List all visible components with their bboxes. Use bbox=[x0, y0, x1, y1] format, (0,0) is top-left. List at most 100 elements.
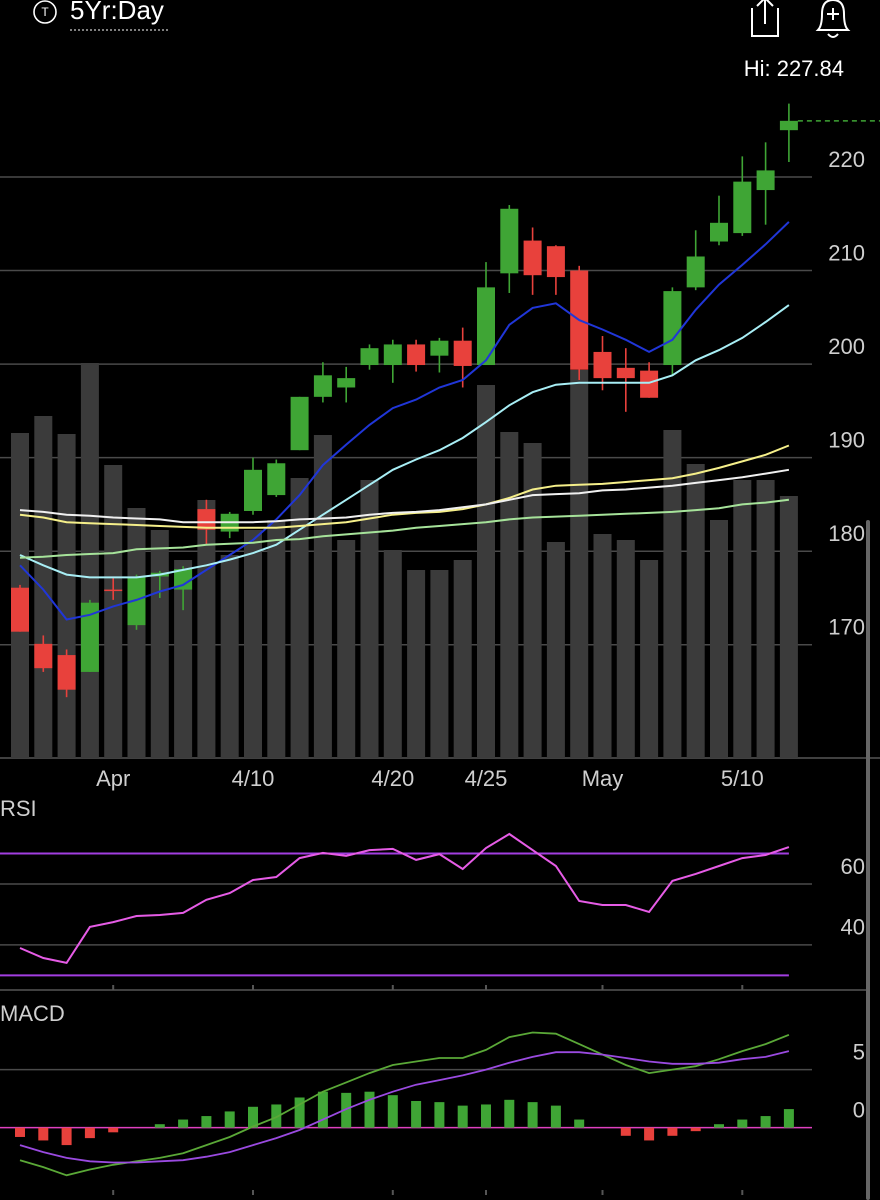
histogram-bar bbox=[783, 1109, 794, 1128]
y-tick-label: 220 bbox=[828, 147, 865, 172]
x-tick-label: 5/10 bbox=[721, 766, 764, 791]
volume-bar bbox=[477, 385, 495, 758]
candle-body bbox=[640, 370, 659, 398]
histogram-bar bbox=[364, 1091, 375, 1128]
scrollbar bbox=[866, 520, 870, 1200]
candle-body bbox=[80, 602, 99, 672]
volume-bar bbox=[570, 370, 589, 758]
y-tick-label: 40 bbox=[841, 915, 865, 940]
candle-body bbox=[453, 340, 472, 366]
histogram-bar bbox=[760, 1116, 771, 1128]
candle-body bbox=[11, 587, 29, 632]
range-selector[interactable]: T 5Yr:Day bbox=[33, 0, 170, 31]
candle-body bbox=[546, 246, 565, 278]
candle-body bbox=[197, 509, 216, 530]
x-tick-label: Apr bbox=[96, 766, 130, 791]
histogram-bar bbox=[178, 1119, 189, 1128]
volume-bar bbox=[640, 560, 659, 758]
histogram-bar bbox=[154, 1124, 165, 1128]
histogram-bar bbox=[434, 1102, 445, 1128]
volume-bar bbox=[313, 435, 332, 758]
candle-body bbox=[616, 367, 635, 379]
panel-title: RSI bbox=[0, 796, 37, 821]
candle-body bbox=[477, 287, 495, 366]
volume-bar bbox=[407, 570, 426, 758]
candle-body bbox=[267, 463, 286, 496]
volume-bar bbox=[383, 550, 402, 758]
volume-bar bbox=[337, 540, 356, 758]
y-tick-label: 5 bbox=[853, 1039, 865, 1064]
x-tick-label: 4/10 bbox=[232, 766, 275, 791]
volume-bar bbox=[150, 530, 169, 758]
volume-bar bbox=[267, 520, 286, 758]
moving-average-line bbox=[19, 304, 790, 579]
histogram-bar bbox=[224, 1111, 235, 1128]
histogram-bar bbox=[15, 1127, 25, 1137]
histogram-bar bbox=[457, 1105, 468, 1128]
histogram-bar bbox=[574, 1119, 585, 1128]
volume-bar bbox=[453, 560, 472, 758]
volume-bar bbox=[756, 480, 775, 758]
candle-body bbox=[313, 375, 332, 397]
histogram-bar bbox=[38, 1127, 49, 1141]
histogram-bar bbox=[527, 1102, 538, 1128]
volume-bar bbox=[523, 443, 542, 758]
volume-bar bbox=[104, 465, 123, 758]
volume-bar bbox=[593, 534, 612, 758]
candle-body bbox=[174, 568, 193, 590]
range-icon-letter: T bbox=[41, 5, 49, 19]
candle-body bbox=[779, 120, 798, 131]
histogram-bar bbox=[317, 1091, 328, 1128]
volume-bar bbox=[546, 542, 565, 758]
rsi-line bbox=[19, 832, 790, 965]
histogram-bar bbox=[201, 1116, 212, 1128]
share-button[interactable] bbox=[751, 0, 779, 37]
candle-body bbox=[337, 378, 356, 388]
volume-bar bbox=[57, 434, 76, 758]
histogram-bar bbox=[644, 1127, 655, 1141]
candle-body bbox=[57, 655, 76, 690]
histogram-bar bbox=[271, 1104, 282, 1128]
volume-bar bbox=[686, 464, 705, 758]
histogram-bar bbox=[481, 1104, 491, 1128]
candle-body bbox=[686, 256, 705, 288]
histogram-bar bbox=[294, 1097, 305, 1128]
y-tick-label: 210 bbox=[828, 240, 865, 265]
candle-body bbox=[523, 240, 542, 276]
candle-body bbox=[710, 222, 728, 242]
moving-average-line bbox=[19, 468, 790, 524]
candle-body bbox=[244, 469, 262, 511]
range-label: 5Yr:Day bbox=[70, 0, 164, 25]
candle-body bbox=[756, 170, 775, 191]
volume-bar bbox=[779, 496, 798, 758]
share-icon-arrow bbox=[756, 0, 774, 24]
volume-bar bbox=[360, 480, 379, 758]
volume-bar bbox=[174, 560, 193, 758]
volume-bar bbox=[220, 555, 239, 758]
histogram-bar bbox=[108, 1127, 119, 1133]
range-icon bbox=[33, 0, 57, 24]
bell-plus bbox=[827, 8, 839, 20]
candle-body bbox=[663, 291, 682, 366]
histogram-bar bbox=[61, 1127, 72, 1146]
volume-bar bbox=[290, 478, 309, 758]
candle-body bbox=[500, 208, 519, 274]
panel-title: MACD bbox=[0, 1001, 65, 1026]
histogram-bar bbox=[387, 1095, 398, 1128]
volume-bar bbox=[244, 530, 262, 758]
volume-bar bbox=[616, 540, 635, 758]
volume-bar bbox=[733, 480, 752, 758]
plot: 170 180 190 200 210 220 Apr 4/10 4/20 4/25 May 5/10… bbox=[0, 103, 880, 1195]
candle-body bbox=[407, 344, 426, 366]
x-tick-label: 4/25 bbox=[465, 766, 508, 791]
candle-body bbox=[34, 643, 53, 669]
y-tick-label: 0 bbox=[853, 1097, 865, 1122]
candle-body bbox=[104, 589, 123, 592]
candle-body bbox=[430, 340, 449, 356]
volume-bar bbox=[430, 570, 449, 758]
moving-average-line bbox=[19, 498, 790, 559]
moving-average-line bbox=[19, 221, 790, 621]
alert-button[interactable] bbox=[815, 0, 851, 38]
bell-icon bbox=[815, 0, 851, 31]
